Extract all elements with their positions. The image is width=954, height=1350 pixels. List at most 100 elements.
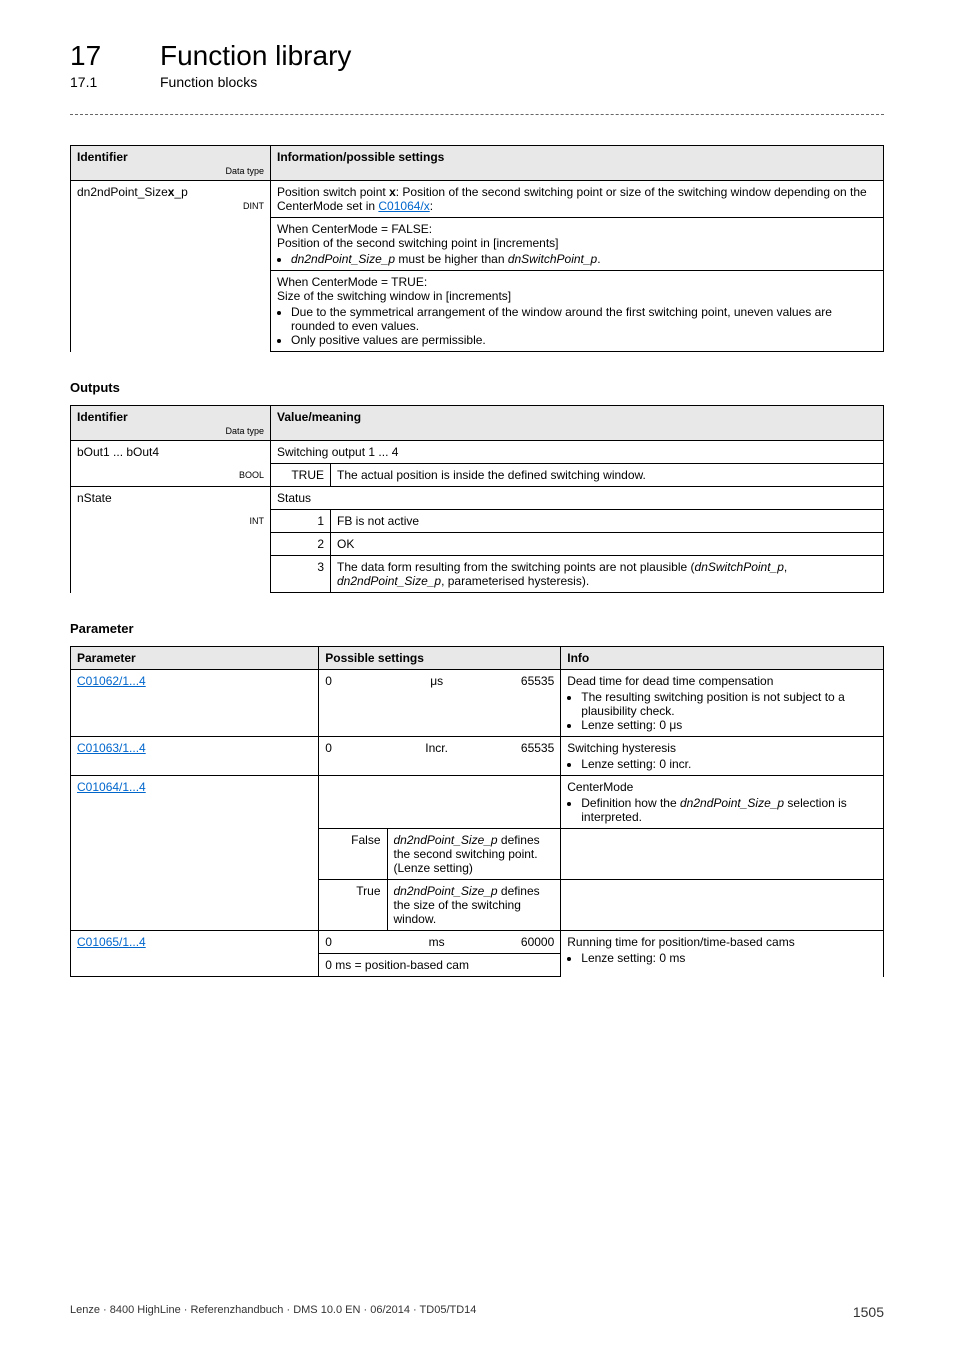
chapter-header: 17 Function library bbox=[70, 40, 884, 72]
text: The data form resulting from the switchi… bbox=[337, 560, 695, 574]
section-number: 17.1 bbox=[70, 74, 160, 90]
footer-left: Lenze · 8400 HighLine · Referenzhandbuch… bbox=[70, 1304, 476, 1320]
param-cell: C01064/1...4 bbox=[71, 776, 319, 931]
text: : bbox=[430, 199, 433, 213]
chapter-title: Function library bbox=[160, 40, 351, 72]
italic: dnSwitchPoint_p bbox=[695, 560, 784, 574]
datatype: INT bbox=[77, 516, 264, 526]
info-cell-2: When CenterMode = FALSE: Position of the… bbox=[271, 218, 884, 271]
bullet: Lenze setting: 0 μs bbox=[581, 718, 877, 732]
text: When CenterMode = TRUE: bbox=[277, 275, 877, 289]
text: Definition how the bbox=[581, 796, 680, 810]
text: Dead time for dead time compensation bbox=[567, 674, 877, 688]
meaning-cell: The actual position is inside the define… bbox=[331, 464, 884, 487]
italic: dnSwitchPoint_p bbox=[508, 252, 597, 266]
bold-x: x bbox=[168, 185, 175, 199]
italic: dn2ndPoint_Size_p bbox=[394, 833, 498, 847]
value-cell: True bbox=[319, 880, 387, 931]
value-cell: TRUE bbox=[271, 464, 331, 487]
info-cell-empty bbox=[561, 880, 884, 931]
datatype-cell: INT bbox=[71, 510, 271, 593]
identifier-cell: bOut1 ... bOut4 bbox=[71, 441, 271, 464]
meaning-cell: FB is not active bbox=[331, 510, 884, 533]
text: Position of the second switching point i… bbox=[277, 236, 877, 250]
bullet: The resulting switching position is not … bbox=[581, 690, 877, 718]
info-cell: CenterMode Definition how the dn2ndPoint… bbox=[561, 776, 884, 829]
blank-cell bbox=[319, 776, 561, 829]
text: Position switch point bbox=[277, 185, 389, 199]
note-cell: 0 ms = position-based cam bbox=[319, 954, 561, 977]
text: , bbox=[784, 560, 787, 574]
italic: dn2ndPoint_Size_p bbox=[291, 252, 395, 266]
info-cell-3: When CenterMode = TRUE: Size of the swit… bbox=[271, 271, 884, 352]
link-c01065[interactable]: C01065/1...4 bbox=[77, 935, 146, 949]
identifier-cell: nState bbox=[71, 487, 271, 510]
section-title: Function blocks bbox=[160, 74, 257, 90]
value-cell: 1 bbox=[271, 510, 331, 533]
header-text: Identifier bbox=[77, 410, 128, 424]
datatype-cell: BOOL bbox=[71, 464, 271, 487]
meaning-cell: OK bbox=[331, 533, 884, 556]
text: Switching hysteresis bbox=[567, 741, 877, 755]
max-cell: 65535 bbox=[486, 737, 560, 776]
identifier-cell: dn2ndPoint_Sizex_p DINT bbox=[71, 181, 271, 352]
italic: dn2ndPoint_Size_p bbox=[680, 796, 784, 810]
bullet: Lenze setting: 0 ms bbox=[581, 951, 877, 965]
col-header-value: Value/meaning bbox=[271, 406, 884, 441]
outputs-table: Identifier Data type Value/meaning bOut1… bbox=[70, 405, 884, 593]
link-c01063[interactable]: C01063/1...4 bbox=[77, 741, 146, 755]
param-cell: C01065/1...4 bbox=[71, 931, 319, 954]
page-number: 1505 bbox=[853, 1304, 884, 1320]
italic: dn2ndPoint_Size_p bbox=[394, 884, 498, 898]
col-header-identifier: Identifier Data type bbox=[71, 406, 271, 441]
param-cell: C01063/1...4 bbox=[71, 737, 319, 776]
min-cell: 0 bbox=[319, 670, 387, 737]
unit-cell: μs bbox=[387, 670, 486, 737]
header-datatype: Data type bbox=[77, 166, 264, 176]
param-cell-empty bbox=[71, 954, 319, 977]
info-cell: Dead time for dead time compensation The… bbox=[561, 670, 884, 737]
text: Running time for position/time-based cam… bbox=[567, 935, 877, 949]
span-text: Status bbox=[271, 487, 884, 510]
col-header-info: Info bbox=[561, 647, 884, 670]
desc-cell: dn2ndPoint_Size_p defines the size of th… bbox=[387, 880, 561, 931]
info-cell-1: Position switch point x: Position of the… bbox=[271, 181, 884, 218]
separator bbox=[70, 114, 884, 115]
max-cell: 60000 bbox=[486, 931, 560, 954]
italic: dn2ndPoint_Size_p bbox=[337, 574, 441, 588]
link-c01064x[interactable]: C01064/x bbox=[378, 199, 429, 213]
datatype: BOOL bbox=[77, 470, 264, 480]
min-cell: 0 bbox=[319, 931, 387, 954]
col-header-info: Information/possible settings bbox=[271, 146, 884, 181]
meaning-cell: The data form resulting from the switchi… bbox=[331, 556, 884, 593]
unit-cell: Incr. bbox=[387, 737, 486, 776]
bullet: Definition how the dn2ndPoint_Size_p sel… bbox=[581, 796, 877, 824]
bullet: Lenze setting: 0 incr. bbox=[581, 757, 877, 771]
page-footer: Lenze · 8400 HighLine · Referenzhandbuch… bbox=[70, 1304, 884, 1320]
desc-cell: dn2ndPoint_Size_p defines the second swi… bbox=[387, 829, 561, 880]
parameter-table: Parameter Possible settings Info C01062/… bbox=[70, 646, 884, 977]
text: , parameterised hysteresis). bbox=[441, 574, 589, 588]
text: When CenterMode = FALSE: bbox=[277, 222, 877, 236]
link-c01064[interactable]: C01064/1...4 bbox=[77, 780, 146, 794]
datatype: DINT bbox=[77, 201, 264, 211]
text: . bbox=[597, 252, 600, 266]
outputs-heading: Outputs bbox=[70, 380, 884, 395]
inputs-table: Identifier Data type Information/possibl… bbox=[70, 145, 884, 352]
bold-x: x bbox=[389, 185, 396, 199]
value-cell: 3 bbox=[271, 556, 331, 593]
bullet: Only positive values are permissible. bbox=[291, 333, 877, 347]
info-cell: Switching hysteresis Lenze setting: 0 in… bbox=[561, 737, 884, 776]
bullet: dn2ndPoint_Size_p must be higher than dn… bbox=[291, 252, 877, 266]
min-cell: 0 bbox=[319, 737, 387, 776]
identifier-text: dn2ndPoint_Sizex_p bbox=[77, 185, 188, 199]
param-cell: C01062/1...4 bbox=[71, 670, 319, 737]
text: Size of the switching window in [increme… bbox=[277, 289, 877, 303]
text: must be higher than bbox=[395, 252, 508, 266]
value-cell: False bbox=[319, 829, 387, 880]
value-cell: 2 bbox=[271, 533, 331, 556]
info-cell-empty bbox=[561, 829, 884, 880]
unit-cell: ms bbox=[387, 931, 486, 954]
link-c01062[interactable]: C01062/1...4 bbox=[77, 674, 146, 688]
max-cell: 65535 bbox=[486, 670, 560, 737]
